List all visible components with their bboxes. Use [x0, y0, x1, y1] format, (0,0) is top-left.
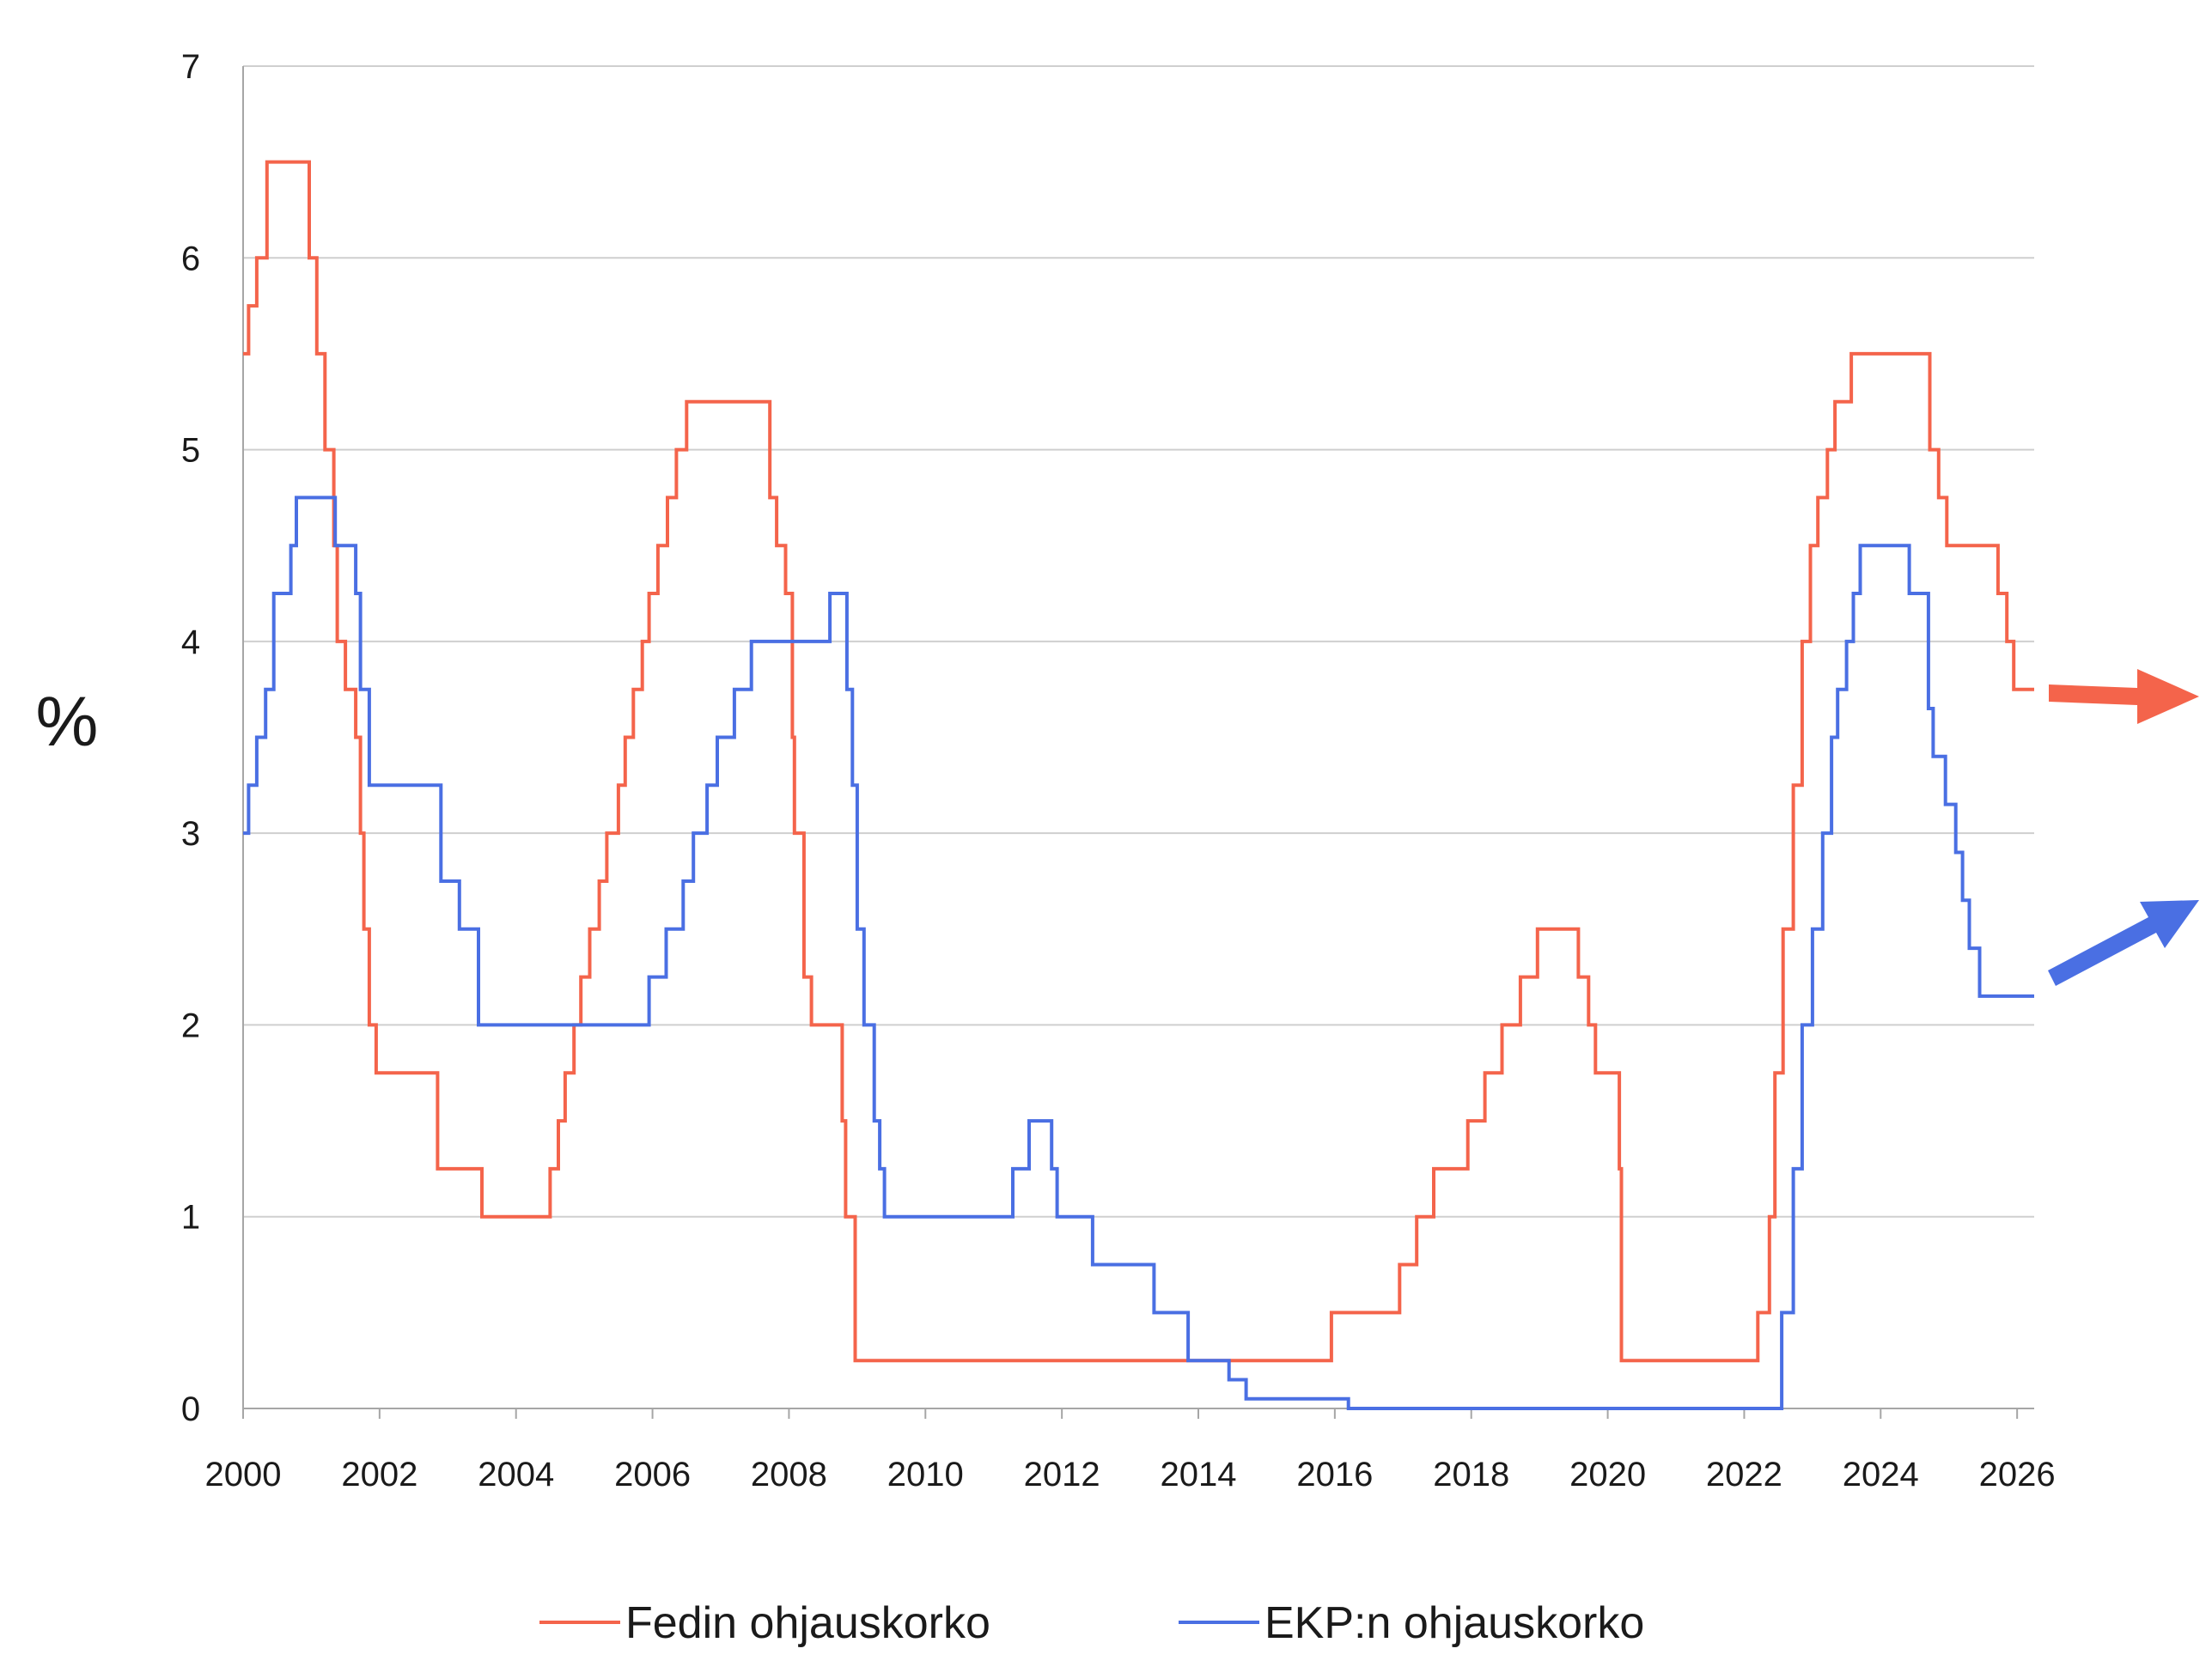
grid-lines — [243, 65, 2034, 1409]
legend-label: EKP:n ohjauskorko — [1264, 1598, 1644, 1648]
x-tick-label: 2024 — [1843, 1456, 1919, 1493]
series-line-ecb — [243, 496, 2034, 1410]
y-tick-label: 5 — [181, 432, 200, 470]
series-layer — [243, 160, 2034, 1410]
fed-outlook-arrow — [2049, 669, 2199, 724]
x-tick-label: 2010 — [887, 1456, 964, 1493]
legend-label: Fedin ohjauskorko — [625, 1598, 990, 1648]
y-tick-label: 0 — [181, 1390, 200, 1428]
x-tick-label: 2008 — [751, 1456, 827, 1493]
y-axis: 0 1 2 3 4 5 6 7 — [181, 48, 200, 1428]
x-tick-label: 2006 — [614, 1456, 691, 1493]
x-tick-label: 2004 — [478, 1456, 554, 1493]
y-axis-label: % — [36, 683, 99, 761]
y-tick-label: 6 — [181, 240, 200, 277]
x-tick-label: 2014 — [1161, 1456, 1237, 1493]
y-tick-label: 2 — [181, 1007, 200, 1044]
x-tick-label: 2016 — [1296, 1456, 1373, 1493]
x-tick-label: 2002 — [341, 1456, 417, 1493]
series-line-fed — [243, 160, 2034, 1363]
x-tick-label: 2018 — [1433, 1456, 1509, 1493]
annotation-arrows — [2048, 669, 2199, 986]
x-axis: 2000 2002 2004 2006 2008 2010 2012 2014 2016 2018… — [205, 1408, 2056, 1493]
ecb-outlook-arrow — [2048, 900, 2199, 986]
y-tick-label: 4 — [181, 624, 200, 661]
x-tick-label: 2026 — [1979, 1456, 2056, 1493]
y-tick-label: 3 — [181, 815, 200, 853]
x-tick-label: 2022 — [1706, 1456, 1782, 1493]
x-tick-label: 2012 — [1024, 1456, 1100, 1493]
x-tick-label: 2000 — [205, 1456, 282, 1493]
y-tick-label: 1 — [181, 1199, 200, 1237]
legend: Fedin ohjauskorko EKP:n ohjauskorko — [539, 1598, 1644, 1648]
x-tick-label: 2020 — [1569, 1456, 1646, 1493]
y-tick-label: 7 — [181, 48, 200, 86]
